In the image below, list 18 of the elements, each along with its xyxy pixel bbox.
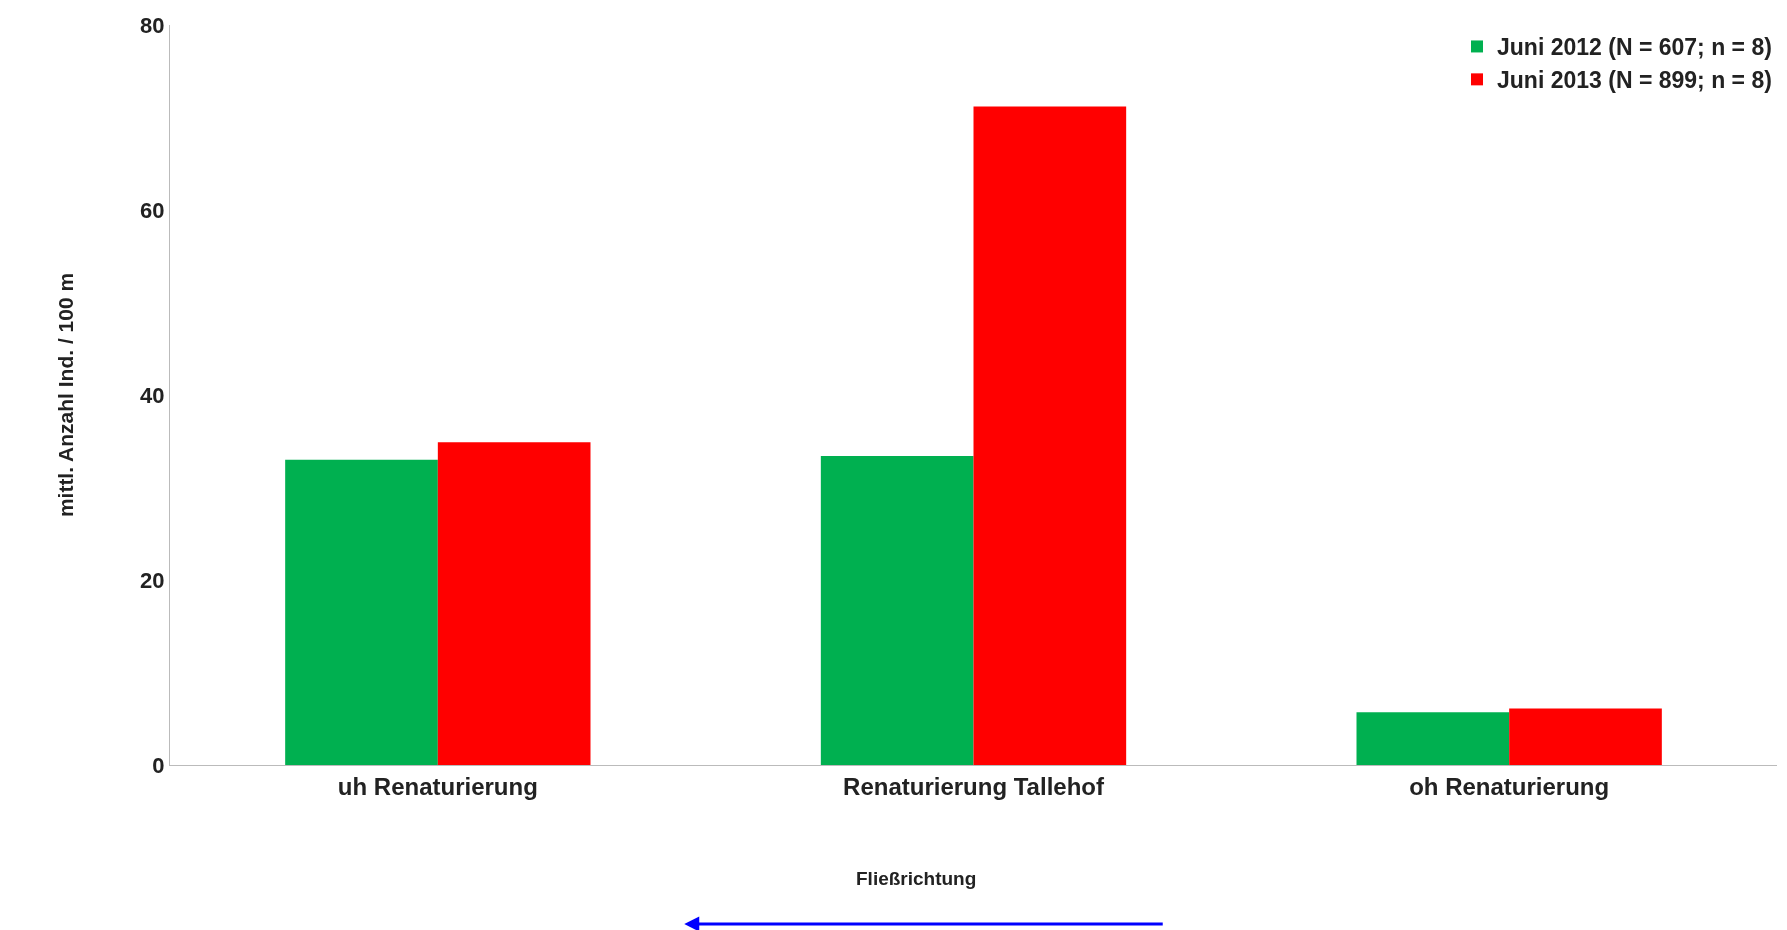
y-tick-label: 20	[140, 567, 165, 593]
bar	[285, 459, 438, 765]
bar	[1356, 712, 1510, 765]
bar	[973, 106, 1127, 765]
text: Fließrichtung	[856, 868, 977, 889]
y-tick-label: 80	[140, 12, 165, 38]
x-tick-label: Renaturierung Tallehof	[843, 772, 1105, 800]
bar	[820, 456, 974, 765]
legend-label: Juni 2012 (N = 607; n = 8)	[1497, 34, 1772, 61]
y-axis-title: mittl. Anzahl Ind. / 100 m	[54, 272, 78, 518]
x-tick-label: uh Renaturierung	[337, 772, 538, 800]
bar	[1509, 708, 1662, 765]
y-tick-label: 60	[140, 197, 165, 223]
bar	[437, 442, 591, 765]
legend-label: Juni 2013 (N = 899; n = 8)	[1497, 67, 1772, 94]
x-tick-label: oh Renaturierung	[1409, 772, 1610, 800]
y-tick-label: 0	[152, 752, 165, 778]
y-tick-label: 40	[140, 382, 165, 408]
